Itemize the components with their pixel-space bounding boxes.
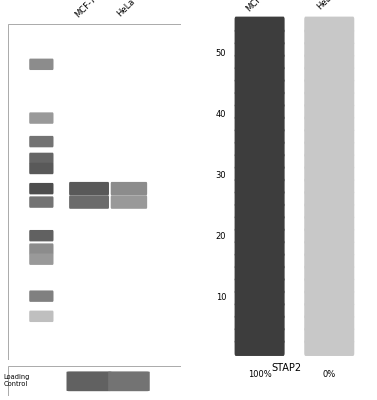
Text: 100%: 100% bbox=[248, 370, 271, 379]
FancyBboxPatch shape bbox=[304, 166, 354, 182]
FancyBboxPatch shape bbox=[304, 116, 354, 132]
FancyBboxPatch shape bbox=[304, 178, 354, 194]
FancyBboxPatch shape bbox=[304, 302, 354, 319]
FancyBboxPatch shape bbox=[304, 265, 354, 281]
FancyBboxPatch shape bbox=[234, 278, 285, 294]
FancyBboxPatch shape bbox=[234, 153, 285, 170]
FancyBboxPatch shape bbox=[304, 253, 354, 269]
FancyBboxPatch shape bbox=[234, 253, 285, 269]
Text: Loading
Control: Loading Control bbox=[4, 374, 30, 386]
FancyBboxPatch shape bbox=[304, 315, 354, 331]
FancyBboxPatch shape bbox=[29, 163, 54, 174]
FancyBboxPatch shape bbox=[111, 182, 147, 195]
FancyBboxPatch shape bbox=[304, 240, 354, 256]
FancyBboxPatch shape bbox=[29, 196, 54, 208]
FancyBboxPatch shape bbox=[29, 112, 54, 124]
FancyBboxPatch shape bbox=[234, 290, 285, 306]
FancyBboxPatch shape bbox=[234, 265, 285, 281]
FancyBboxPatch shape bbox=[234, 166, 285, 182]
FancyBboxPatch shape bbox=[304, 228, 354, 244]
Text: High: High bbox=[80, 374, 98, 382]
Text: 50: 50 bbox=[216, 49, 226, 58]
FancyBboxPatch shape bbox=[304, 29, 354, 45]
FancyBboxPatch shape bbox=[304, 54, 354, 70]
FancyBboxPatch shape bbox=[234, 17, 285, 33]
Text: 10: 10 bbox=[216, 293, 226, 302]
Text: 40: 40 bbox=[216, 110, 226, 119]
FancyBboxPatch shape bbox=[304, 278, 354, 294]
FancyBboxPatch shape bbox=[304, 17, 354, 33]
Text: HeLa: HeLa bbox=[315, 0, 337, 12]
FancyBboxPatch shape bbox=[304, 79, 354, 95]
FancyBboxPatch shape bbox=[234, 91, 285, 107]
FancyBboxPatch shape bbox=[234, 54, 285, 70]
FancyBboxPatch shape bbox=[234, 216, 285, 232]
Text: MCF-7: MCF-7 bbox=[74, 0, 98, 20]
FancyBboxPatch shape bbox=[234, 328, 285, 344]
FancyBboxPatch shape bbox=[304, 42, 354, 58]
FancyBboxPatch shape bbox=[234, 42, 285, 58]
Text: Low: Low bbox=[121, 374, 136, 382]
FancyBboxPatch shape bbox=[108, 371, 150, 391]
Text: 20: 20 bbox=[216, 232, 226, 241]
FancyBboxPatch shape bbox=[234, 315, 285, 331]
FancyBboxPatch shape bbox=[29, 230, 54, 241]
FancyBboxPatch shape bbox=[69, 182, 109, 195]
FancyBboxPatch shape bbox=[29, 290, 54, 302]
FancyBboxPatch shape bbox=[234, 116, 285, 132]
FancyBboxPatch shape bbox=[29, 153, 54, 164]
FancyBboxPatch shape bbox=[66, 371, 112, 391]
FancyBboxPatch shape bbox=[29, 59, 54, 70]
FancyBboxPatch shape bbox=[234, 191, 285, 207]
FancyBboxPatch shape bbox=[29, 183, 54, 194]
FancyBboxPatch shape bbox=[234, 240, 285, 256]
Text: 0%: 0% bbox=[323, 370, 336, 379]
FancyBboxPatch shape bbox=[234, 228, 285, 244]
FancyBboxPatch shape bbox=[304, 141, 354, 157]
FancyBboxPatch shape bbox=[304, 128, 354, 145]
FancyBboxPatch shape bbox=[29, 136, 54, 147]
FancyBboxPatch shape bbox=[304, 328, 354, 344]
FancyBboxPatch shape bbox=[29, 244, 54, 255]
Text: MCF-7: MCF-7 bbox=[244, 0, 269, 14]
FancyBboxPatch shape bbox=[304, 91, 354, 107]
FancyBboxPatch shape bbox=[304, 66, 354, 82]
FancyBboxPatch shape bbox=[69, 195, 109, 209]
FancyBboxPatch shape bbox=[234, 66, 285, 82]
FancyBboxPatch shape bbox=[234, 128, 285, 145]
Text: 30: 30 bbox=[216, 171, 226, 180]
FancyBboxPatch shape bbox=[304, 203, 354, 219]
FancyBboxPatch shape bbox=[304, 340, 354, 356]
FancyBboxPatch shape bbox=[304, 104, 354, 120]
FancyBboxPatch shape bbox=[234, 178, 285, 194]
FancyBboxPatch shape bbox=[234, 141, 285, 157]
FancyBboxPatch shape bbox=[304, 153, 354, 170]
FancyBboxPatch shape bbox=[304, 216, 354, 232]
FancyBboxPatch shape bbox=[234, 302, 285, 319]
FancyBboxPatch shape bbox=[234, 79, 285, 95]
FancyBboxPatch shape bbox=[234, 340, 285, 356]
FancyBboxPatch shape bbox=[234, 104, 285, 120]
FancyBboxPatch shape bbox=[29, 254, 54, 265]
Text: HeLa: HeLa bbox=[115, 0, 136, 18]
FancyBboxPatch shape bbox=[304, 290, 354, 306]
Text: STAP2: STAP2 bbox=[271, 363, 302, 373]
FancyBboxPatch shape bbox=[29, 311, 54, 322]
FancyBboxPatch shape bbox=[234, 203, 285, 219]
FancyBboxPatch shape bbox=[304, 191, 354, 207]
FancyBboxPatch shape bbox=[234, 29, 285, 45]
FancyBboxPatch shape bbox=[111, 195, 147, 209]
